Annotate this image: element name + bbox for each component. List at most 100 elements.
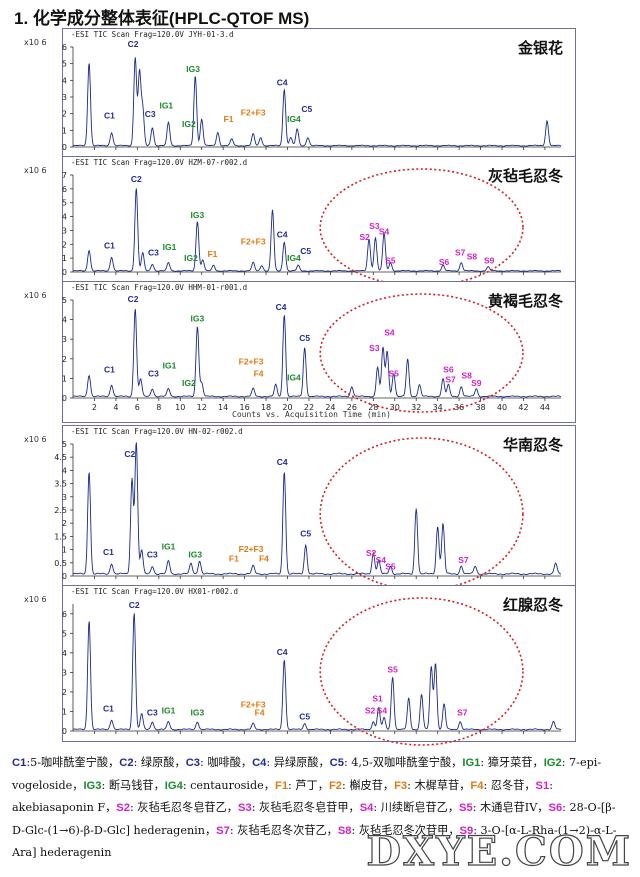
peak-label: IG2 bbox=[182, 119, 196, 129]
peak-label: C3 bbox=[145, 109, 156, 119]
chromatogram-svg: 01234567C1C2C3IG1IG2IG3F1F2+F3C4IG4C5S2S… bbox=[62, 168, 562, 287]
x-tick-label: 30 bbox=[390, 403, 400, 412]
legend-text: :5-咖啡酰奎宁酸， bbox=[26, 756, 120, 769]
legend-key: IG1 bbox=[462, 757, 481, 769]
peak-label: F2+F3 bbox=[241, 107, 266, 117]
y-scale-label: x10 6 bbox=[24, 435, 47, 444]
peak-label: F4 bbox=[259, 553, 269, 563]
legend-text: : 芦丁， bbox=[288, 778, 329, 792]
legend-key: S9 bbox=[459, 824, 474, 837]
legend-text: : 木通皂苷IV， bbox=[472, 801, 549, 814]
legend-key: F4 bbox=[470, 779, 484, 792]
peak-label: S3 bbox=[369, 343, 380, 353]
legend-key: C3 bbox=[185, 757, 200, 769]
axis-frame bbox=[72, 175, 561, 273]
y-tick-label: 1.5 bbox=[54, 532, 67, 541]
sample-name: 金银花 bbox=[517, 39, 563, 57]
peak-label: S8 bbox=[461, 370, 472, 380]
x-tick-label: 28 bbox=[368, 403, 378, 412]
x-tick-label: 22 bbox=[304, 403, 314, 412]
legend-key: IG3 bbox=[83, 779, 102, 792]
peak-label: S5 bbox=[385, 256, 396, 266]
axis-frame bbox=[72, 444, 561, 577]
peak-label: F1 bbox=[224, 114, 234, 124]
chromatogram-panel: -ESI TIC Scan Frag=120.0V HN-02-r002.d 华南… bbox=[54, 425, 576, 591]
peak-label: IG3 bbox=[186, 64, 200, 74]
compound-legend: C1:5-咖啡酰奎宁酸，C2: 绿原酸，C3: 咖啡酸，C4: 异绿原酸，C5:… bbox=[12, 752, 628, 865]
y-tick-label: 0 bbox=[62, 727, 67, 736]
legend-text: : 绿原酸， bbox=[133, 756, 186, 769]
x-tick-label: 8 bbox=[156, 403, 161, 412]
saponin-region-ellipse bbox=[319, 597, 524, 746]
legend-text: : 木樨草苷， bbox=[407, 778, 471, 792]
peak-label: IG4 bbox=[287, 114, 301, 124]
legend-text: : 咖啡酸， bbox=[200, 756, 253, 769]
y-scale-label: x10 6 bbox=[24, 166, 47, 175]
legend-text: : 异绿原酸， bbox=[266, 756, 330, 769]
chromatogram-panel: -ESI TIC Scan Frag=120.0V HHM-01-r001.d 黄… bbox=[62, 281, 576, 423]
peak-label: S7 bbox=[457, 707, 468, 717]
x-tick-label: 34 bbox=[433, 403, 443, 412]
peak-label: S8 bbox=[467, 252, 478, 262]
peak-label: S9 bbox=[471, 378, 482, 388]
legend-key: S3 bbox=[238, 802, 252, 814]
x-tick-label: 2 bbox=[92, 403, 97, 412]
peak-label: S2 bbox=[360, 232, 371, 242]
axis-frame bbox=[72, 604, 561, 732]
saponin-region-ellipse bbox=[319, 293, 524, 413]
sample-name: 华南忍冬 bbox=[502, 436, 563, 454]
x-tick-label: 24 bbox=[325, 403, 335, 412]
peak-label: C1 bbox=[103, 547, 114, 557]
y-tick-label: 3 bbox=[62, 226, 67, 235]
peak-label: C4 bbox=[276, 302, 287, 312]
chromatogram-panel: -ESI TIC Scan Frag=120.0V HZM-07-r002.d 灰… bbox=[62, 156, 576, 287]
peak-label: C1 bbox=[104, 240, 115, 250]
peak-label: F1 bbox=[229, 553, 239, 563]
peak-label: C5 bbox=[301, 104, 312, 114]
y-tick-label: 3 bbox=[62, 493, 67, 502]
peak-label: F2+F3 bbox=[239, 357, 264, 367]
x-tick-label: 10 bbox=[175, 403, 185, 412]
watermark: DXYE.COM bbox=[366, 827, 632, 875]
y-tick-label: 6 bbox=[62, 610, 67, 619]
peak-label: C3 bbox=[147, 550, 158, 560]
x-tick-label: 32 bbox=[411, 403, 421, 412]
y-tick-label: 1 bbox=[62, 254, 67, 263]
peak-label: F1 bbox=[207, 249, 217, 259]
peak-label: S5 bbox=[387, 664, 398, 674]
chromatogram-svg: 0 0.5 1 1.5 2 2.5 3 3.5 4 4.5 5 C1 C2 C3 IG1 IG3 F1F2+F3… bbox=[54, 437, 562, 591]
scan-header: -ESI TIC Scan Frag=120.0V JYH-01-3.d bbox=[71, 30, 234, 39]
legend-text: : 灰毡毛忍冬次苷甲， bbox=[351, 823, 460, 837]
x-tick-label: 18 bbox=[261, 403, 271, 412]
y-tick-label: 3 bbox=[62, 668, 67, 677]
y-tick-label: 5 bbox=[62, 629, 67, 638]
y-scale-label: x10 6 bbox=[24, 38, 47, 47]
peak-label: S4 bbox=[376, 555, 387, 565]
peak-label: IG1 bbox=[163, 242, 177, 252]
peak-label: C5 bbox=[300, 246, 311, 256]
y-tick-label: 1 bbox=[62, 546, 67, 555]
legend-text: : 灰毡毛忍冬皂苷甲， bbox=[251, 801, 360, 814]
tic-trace bbox=[72, 613, 562, 731]
tic-trace bbox=[72, 188, 562, 272]
legend-key: S6 bbox=[548, 802, 563, 814]
x-tick-label: 4 bbox=[113, 403, 118, 412]
y-tick-label: 2 bbox=[62, 110, 67, 119]
peak-label: IG1 bbox=[163, 361, 177, 371]
saponin-region-ellipse bbox=[319, 168, 524, 287]
scan-header: -ESI TIC Scan Frag=120.0V HN-02-r002.d bbox=[71, 427, 243, 436]
x-axis-title: Counts vs. Acquisition Time (min) bbox=[232, 410, 391, 419]
peak-label: C5 bbox=[300, 528, 311, 538]
peak-label: C4 bbox=[277, 457, 288, 467]
y-tick-label: 4.5 bbox=[54, 453, 67, 462]
x-tick-label: 14 bbox=[218, 403, 228, 412]
peak-label: S7 bbox=[455, 247, 466, 257]
peak-label: S2 bbox=[365, 705, 376, 715]
y-tick-label: 1 bbox=[62, 707, 67, 716]
legend-text: : 槲皮苷， bbox=[342, 778, 395, 792]
peak-label: F4 bbox=[254, 368, 264, 378]
peak-label: C2 bbox=[129, 600, 140, 610]
x-tick-label: 12 bbox=[197, 403, 207, 412]
legend-key: S1 bbox=[535, 779, 550, 792]
